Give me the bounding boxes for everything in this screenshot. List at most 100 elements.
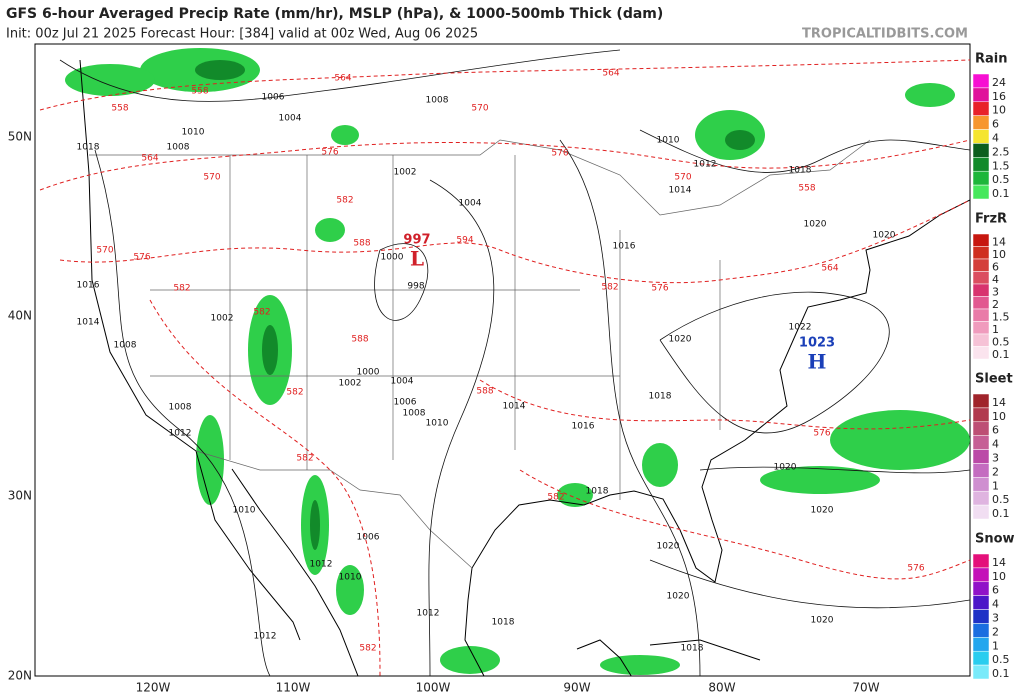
isobar-label: 1006 [357, 533, 380, 543]
thickness-label: 564 [141, 154, 158, 164]
thickness-label: 576 [133, 253, 150, 263]
legend-level: 1 [992, 323, 999, 336]
isobar-label: 1004 [391, 377, 414, 387]
legend-level: 1 [992, 639, 999, 652]
isobars [59, 49, 970, 676]
isobar-label: 1008 [167, 143, 190, 153]
isobar-label: 1020 [774, 463, 797, 473]
legend-swatch [972, 393, 990, 409]
legend-level: 1.5 [992, 159, 1010, 172]
legend-level: 0.5 [992, 493, 1010, 506]
isobar-label: 1022 [789, 323, 812, 333]
isobar-label: 1008 [403, 409, 426, 419]
legend-swatch [972, 407, 990, 423]
legend-level: 16 [992, 90, 1006, 103]
isobar-label: 1004 [459, 199, 482, 209]
legend-level: 4 [992, 438, 999, 451]
legend-swatch [972, 637, 990, 652]
legend-swatch [972, 449, 990, 464]
isobar-label: 1004 [279, 114, 302, 124]
thickness-label: 570 [203, 173, 220, 183]
isobar-label: 1016 [572, 422, 595, 432]
isobar-label: 1006 [262, 93, 285, 103]
legend-level: 6 [992, 118, 999, 131]
isobar-label: 1016 [613, 242, 636, 252]
legend-level: 2.5 [992, 145, 1010, 158]
legend-swatch [972, 258, 990, 272]
legend-swatch [972, 101, 990, 116]
thickness-label: 582 [173, 284, 190, 294]
lon-label: 100W [416, 681, 451, 695]
lon-label: 120W [136, 681, 171, 695]
isobar-label: 1010 [182, 128, 205, 138]
pressure-center-symbol: L [410, 247, 424, 271]
legend-level: 4 [992, 273, 999, 286]
legend-level: 3 [992, 452, 999, 465]
legend-swatch [972, 664, 990, 680]
thickness-label: 558 [798, 184, 815, 194]
legend-level: 0.1 [992, 667, 1010, 680]
isobar-label: 1010 [233, 506, 256, 516]
legend-swatch [972, 346, 990, 360]
legend-swatch [972, 553, 990, 569]
isobar-label: 1018 [77, 143, 100, 153]
isobar-label: 1012 [310, 560, 333, 570]
thickness-label: 564 [821, 264, 838, 274]
legend-swatch [972, 157, 990, 172]
legend-title: Snow [975, 532, 1015, 547]
legend-level: 1.5 [992, 310, 1010, 323]
legend-level: 0.1 [992, 507, 1010, 520]
isobar-label: 1002 [211, 314, 234, 324]
isobar-label: 1018 [789, 166, 812, 176]
lon-label: 90W [563, 681, 590, 695]
legend-swatch [972, 421, 990, 436]
isobar-label: 1018 [649, 392, 672, 402]
isobar-label: 1020 [873, 231, 896, 241]
legend-swatch [972, 650, 990, 666]
thickness-label: 582 [253, 308, 270, 318]
isobar-label: 1020 [667, 592, 690, 602]
legend-title: Sleet [975, 372, 1013, 387]
legend-level: 6 [992, 260, 999, 273]
legend-level: 0.5 [992, 335, 1010, 348]
legend-level: 24 [992, 76, 1006, 89]
pressure-center-symbol: H [808, 350, 827, 374]
thickness-label: 570 [96, 246, 113, 256]
isobar-label: 1020 [811, 506, 834, 516]
isobar-label: 1018 [681, 644, 704, 654]
isobar-label: 1012 [417, 609, 440, 619]
legend-level: 4 [992, 132, 999, 145]
legend-swatch [972, 609, 990, 624]
isobar-label: 1010 [339, 573, 362, 583]
legend-swatch [972, 73, 990, 89]
legend-swatch [972, 296, 990, 310]
isobar-label: 1008 [426, 96, 449, 106]
thickness-label: 582 [359, 644, 376, 654]
legend-title: FrzR [975, 212, 1007, 227]
legend-swatch [972, 623, 990, 638]
lon-label: 70W [852, 681, 879, 695]
isobar-label: 1006 [394, 398, 417, 408]
legend-level: 0.5 [992, 653, 1010, 666]
isobar-label: 1014 [669, 186, 692, 196]
legend-swatch [972, 129, 990, 144]
legend-swatch [972, 308, 990, 322]
legend-level: 1 [992, 479, 999, 492]
legend-level: 4 [992, 598, 999, 611]
map-frame [34, 43, 971, 677]
legend-swatch [972, 504, 990, 520]
pressure-center-value: 1023 [799, 336, 835, 351]
legend-level: 6 [992, 584, 999, 597]
thickness-label: 570 [471, 104, 488, 114]
thickness-label: 576 [551, 149, 568, 159]
lat-label: 40N [8, 309, 32, 323]
legend-swatch [972, 595, 990, 610]
isobar-label: 1010 [657, 136, 680, 146]
legend-level: 10 [992, 104, 1006, 117]
legend-swatch [972, 233, 990, 247]
legend-level: 6 [992, 424, 999, 437]
thickness-label: 570 [674, 173, 691, 183]
coastlines [79, 59, 970, 676]
legend-swatch [972, 246, 990, 260]
